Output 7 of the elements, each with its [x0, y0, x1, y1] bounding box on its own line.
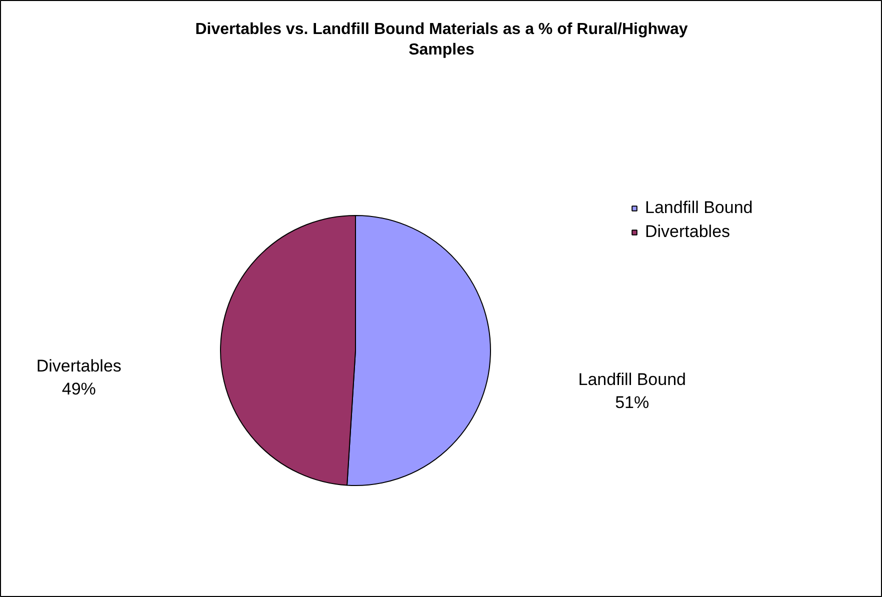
legend-label: Divertables [645, 222, 730, 242]
chart-title: Divertables vs. Landfill Bound Materials as a % of Rural/Highway Samples [195, 21, 688, 58]
slice-label: Landfill Bound [578, 370, 686, 390]
legend-label: Landfill Bound [645, 198, 753, 218]
slice-label: Divertables [36, 356, 122, 376]
data-label: 51% [615, 392, 650, 412]
data-label: 49% [62, 379, 96, 398]
